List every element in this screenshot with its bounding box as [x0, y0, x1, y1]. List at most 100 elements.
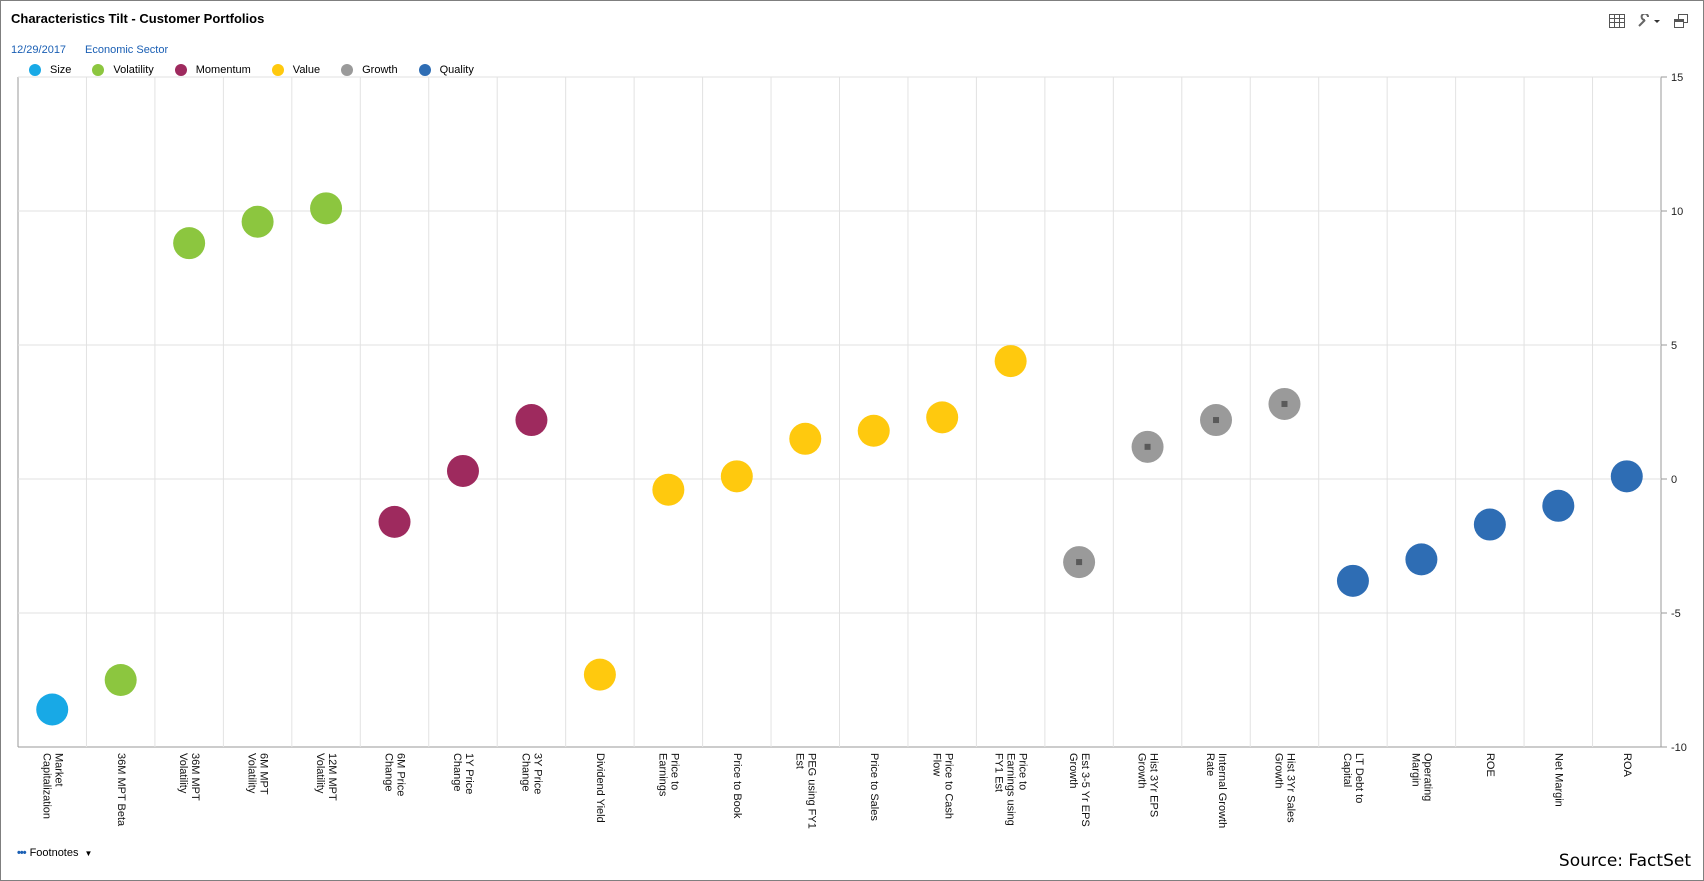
data-point-dividend-yield[interactable]	[583, 658, 616, 691]
data-point-price-to-sales[interactable]	[857, 414, 890, 447]
data-point-price-to-earnings[interactable]	[652, 473, 685, 506]
x-tick-label-line: Internal Growth	[1216, 753, 1228, 828]
data-point-market-capitalization[interactable]	[36, 693, 69, 726]
x-tick-label-line: ROA	[1621, 753, 1633, 778]
x-tick-label-line: Capital	[1341, 753, 1353, 787]
table-icon[interactable]	[1609, 13, 1625, 29]
x-tick-label-line: FY1 Est	[993, 753, 1005, 792]
x-tick-label: Price to Book	[731, 753, 743, 819]
x-tick-label-line: Est	[793, 753, 805, 769]
chevron-down-icon: ▼	[84, 848, 93, 858]
x-tick-label-line: Operating	[1421, 753, 1433, 801]
legend-label: Volatility	[113, 64, 154, 76]
data-point-6m-price-change[interactable]	[378, 505, 411, 538]
x-tick-label-line: Earnings	[656, 753, 668, 797]
legend-item-size[interactable]: Size	[29, 64, 71, 76]
data-point-peg-using-fy1-est[interactable]	[789, 422, 822, 455]
x-tick-label-line: 6M MPT	[258, 753, 270, 795]
footnotes-label: Footnotes	[29, 847, 79, 859]
source-note: Source: FactSet	[1558, 851, 1691, 871]
x-tick-label-line: 1Y Price	[463, 753, 475, 794]
footnotes-toggle[interactable]: ••• Footnotes ▼	[17, 847, 92, 859]
toolbar	[1609, 13, 1689, 29]
x-tick-label: 36M MPT Beta	[115, 753, 127, 827]
data-point-lt-debt-to-capital[interactable]	[1336, 564, 1369, 597]
y-tick-label: -10	[1671, 742, 1687, 754]
data-point-6m-mpt-volatility[interactable]	[241, 205, 274, 238]
x-tick-label-line: Volatility	[246, 753, 258, 794]
page-title: Characteristics Tilt - Customer Portfoli…	[11, 11, 265, 26]
footnotes-dots-icon: •••	[17, 847, 27, 859]
legend-item-quality[interactable]: Quality	[418, 64, 474, 76]
data-point-roe[interactable]	[1473, 508, 1506, 541]
x-tick-label-line: 36M MPT Beta	[115, 753, 127, 827]
data-point-36m-mpt-beta[interactable]	[104, 664, 137, 696]
x-tick-label: ROA	[1621, 753, 1633, 778]
wrench-icon[interactable]	[1637, 13, 1661, 29]
legend-item-momentum[interactable]: Momentum	[174, 64, 251, 76]
legend-swatch	[92, 64, 105, 76]
x-tick-label: Net Margin	[1552, 753, 1564, 807]
x-tick-label-line: Price to Cash	[942, 753, 954, 819]
x-tick-label-line: Hist 3Yr EPS	[1148, 753, 1160, 817]
data-point-3y-price-change[interactable]	[515, 404, 548, 437]
x-tick-label-line: Price to Book	[731, 753, 743, 819]
data-point-36m-mpt-volatility[interactable]	[173, 227, 206, 260]
data-point-price-to-cash-flow[interactable]	[926, 401, 959, 434]
data-point-1y-price-change[interactable]	[446, 454, 479, 487]
data-point-price-to-book[interactable]	[720, 460, 753, 493]
data-point-operating-margin[interactable]	[1405, 543, 1438, 576]
x-tick-label-line: Hist 3Yr Sales	[1285, 753, 1297, 823]
x-tick-label-line: Capitalization	[40, 753, 52, 819]
y-tick-label: 5	[1671, 340, 1677, 352]
y-tick-label: 15	[1671, 72, 1683, 84]
grouping-selector[interactable]: Economic Sector	[85, 44, 169, 56]
legend-swatch	[29, 64, 41, 76]
legend-item-value[interactable]: Value	[271, 64, 321, 76]
legend-label: Value	[292, 64, 321, 76]
restore-window-icon[interactable]	[1673, 13, 1689, 29]
x-tick-label-line: Growth	[1273, 753, 1285, 788]
legend-item-volatility[interactable]: Volatility	[92, 64, 154, 76]
x-tick-label-line: Change	[383, 753, 395, 792]
x-tick-label-line: Volatility	[177, 753, 189, 794]
y-tick-label: 10	[1671, 206, 1683, 218]
legend-label: Growth	[362, 64, 398, 76]
x-tick-label-line: 3Y Price	[532, 753, 544, 794]
legend-swatch	[341, 64, 354, 76]
data-point-roa[interactable]	[1610, 460, 1643, 493]
x-tick-label-line: Margin	[1409, 753, 1421, 787]
x-tick-label-line: Flow	[930, 753, 942, 776]
data-point-net-margin[interactable]	[1542, 489, 1575, 522]
legend-label: Quality	[439, 64, 474, 76]
x-tick-label: ROE	[1484, 753, 1496, 777]
x-tick-label-line: Price to	[1017, 753, 1029, 790]
legend-label: Size	[50, 64, 72, 76]
data-point-12m-mpt-volatility[interactable]	[310, 192, 343, 225]
legend-swatch	[174, 64, 187, 76]
legend-item-growth[interactable]: Growth	[341, 64, 398, 76]
x-tick-label-line: Price to Sales	[868, 753, 880, 821]
data-point-marker	[1144, 443, 1151, 450]
y-tick-label: 0	[1671, 474, 1677, 486]
data-point-price-to-earnings-using-fy1-est[interactable]	[994, 345, 1027, 378]
x-tick-label-line: LT Debt to	[1353, 753, 1365, 803]
x-tick-label-line: Dividend Yield	[594, 753, 606, 823]
legend-label: Momentum	[195, 64, 251, 76]
x-tick-label-line: PEG using FY1	[805, 753, 817, 829]
date-selector[interactable]: 12/29/2017	[11, 44, 67, 56]
